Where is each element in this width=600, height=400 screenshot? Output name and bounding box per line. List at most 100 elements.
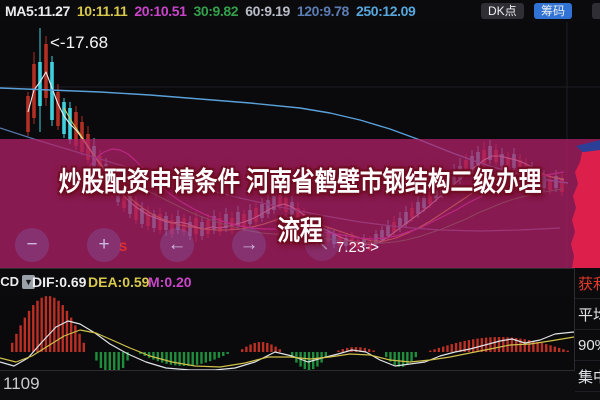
macd-line-DIF bbox=[0, 320, 575, 370]
indicator-selector-label: MACD bbox=[0, 274, 19, 289]
macd-bar bbox=[187, 352, 190, 366]
macd-bar bbox=[527, 340, 531, 352]
macd-bar bbox=[160, 352, 164, 363]
price-chart bbox=[0, 22, 600, 268]
chip-distribution-button[interactable]: 筹码 bbox=[534, 3, 573, 19]
macd-bar bbox=[532, 340, 535, 352]
macd-bar bbox=[502, 337, 505, 352]
chip-stats-panel: 获利 平均 90% 集中 bbox=[574, 268, 600, 392]
macd-bar bbox=[182, 352, 186, 366]
chevron-down-icon: ▼ bbox=[22, 274, 35, 289]
macd-bar bbox=[208, 352, 212, 362]
nav-jump-latest-button[interactable]: ↖ bbox=[305, 227, 339, 261]
title-line-2: 流程 bbox=[277, 216, 323, 246]
macd-bar bbox=[169, 352, 173, 365]
macd-bar bbox=[15, 333, 18, 352]
macd-bar bbox=[459, 341, 462, 352]
candle bbox=[74, 112, 78, 146]
volume-value: 1109 bbox=[3, 374, 40, 393]
macd-bar bbox=[213, 352, 216, 360]
macd-bar bbox=[53, 297, 56, 352]
macd-bar bbox=[19, 325, 22, 352]
macd-bar bbox=[61, 305, 64, 352]
dk-point-button[interactable]: DK点 bbox=[481, 3, 524, 19]
macd-bar bbox=[540, 342, 544, 352]
macd-bar bbox=[178, 352, 181, 366]
indicator-topbar: MA5:11.27 10:11.11 20:10.51 30:9.82 60:9… bbox=[0, 0, 600, 22]
macd-bar bbox=[401, 352, 405, 367]
macd-bar bbox=[467, 340, 471, 352]
candle bbox=[56, 92, 60, 126]
overlay-band bbox=[0, 139, 600, 268]
nav-pan-left-button[interactable]: ← bbox=[160, 228, 194, 262]
macd-bar bbox=[414, 352, 417, 358]
macd-bar bbox=[204, 352, 208, 363]
macd-bar bbox=[78, 333, 81, 352]
clipped-edge-button[interactable] bbox=[592, 3, 600, 19]
macd-bar bbox=[393, 352, 396, 365]
macd-bar bbox=[74, 325, 77, 352]
ma-values-row: MA5:11.27 10:11.11 20:10.51 30:9.82 60:9… bbox=[5, 0, 416, 22]
macd-bar bbox=[191, 352, 194, 366]
high-price-annotation: <-17.68 bbox=[50, 33, 109, 52]
macd-bar bbox=[48, 296, 52, 352]
stat-profit-ratio: 获利 bbox=[575, 268, 600, 299]
macd-bar bbox=[389, 352, 392, 362]
macd-bar bbox=[359, 347, 362, 352]
macd-bar bbox=[240, 349, 244, 352]
macd-bar bbox=[69, 317, 73, 352]
chip-panel-red bbox=[571, 150, 600, 268]
macd-bar bbox=[11, 342, 14, 352]
macd-chart bbox=[0, 296, 575, 370]
nav-zoom-out-button[interactable]: − bbox=[15, 228, 49, 262]
macd-bar bbox=[480, 338, 484, 352]
macd-line-DEA bbox=[0, 329, 575, 368]
macd-bar bbox=[253, 342, 256, 352]
dif-value: DIF:0.69 bbox=[32, 274, 87, 290]
candle bbox=[62, 102, 66, 134]
macd-bar bbox=[519, 338, 522, 352]
macd-bar bbox=[266, 342, 269, 352]
macd-indicator-bar: MACD ▼ DIF:0.69 DEA:0.59 M:0.20 bbox=[0, 268, 600, 295]
macd-bar bbox=[450, 344, 453, 352]
macd-bar bbox=[346, 347, 349, 352]
ma5-label: MA5:11.27 bbox=[5, 3, 70, 19]
macd-bar bbox=[249, 344, 252, 352]
macd-bar bbox=[385, 352, 388, 358]
macd-bar bbox=[139, 352, 142, 354]
macd-bar bbox=[23, 317, 27, 352]
macd-bar bbox=[429, 350, 432, 352]
low-price-annotation: 7.23-> bbox=[336, 239, 379, 256]
macd-bar bbox=[65, 310, 69, 352]
nav-pan-right-button[interactable]: → bbox=[232, 228, 266, 262]
macd-bar bbox=[278, 349, 282, 352]
macd-bar bbox=[472, 339, 475, 352]
indicator-selector[interactable]: MACD ▼ bbox=[0, 274, 35, 289]
macd-bar bbox=[32, 305, 35, 352]
overlay-article-title: 炒股配资申请条件 河南省鹤壁市钢结构二级办理 流程 bbox=[48, 158, 552, 256]
stat-90-percent: 90% bbox=[575, 330, 600, 361]
nav-zoom-in-button[interactable]: + bbox=[87, 228, 121, 262]
macd-bar bbox=[476, 338, 479, 352]
title-line-1: 炒股配资申请条件 河南省鹤壁市钢结构二级办理 bbox=[58, 167, 542, 197]
macd-bar bbox=[354, 347, 358, 352]
macd-bar bbox=[245, 346, 248, 352]
macd-bar bbox=[497, 337, 501, 352]
macd-bar bbox=[363, 347, 366, 352]
ma120-label: 120:9.78 bbox=[296, 3, 349, 19]
chip-panel-blue bbox=[576, 140, 600, 153]
macd-bar bbox=[147, 352, 151, 358]
macd-bar bbox=[341, 349, 344, 352]
macd-bar bbox=[174, 352, 177, 366]
macd-bar bbox=[454, 342, 458, 352]
macd-bar bbox=[126, 352, 129, 361]
macd-bar bbox=[257, 342, 261, 352]
macd-bar bbox=[165, 352, 168, 364]
macd-bar bbox=[36, 300, 39, 352]
macd-bar bbox=[441, 346, 445, 352]
macd-bar bbox=[337, 350, 340, 352]
macd-bar bbox=[44, 296, 48, 352]
macd-bar bbox=[104, 352, 107, 370]
macd-bar bbox=[506, 337, 509, 352]
